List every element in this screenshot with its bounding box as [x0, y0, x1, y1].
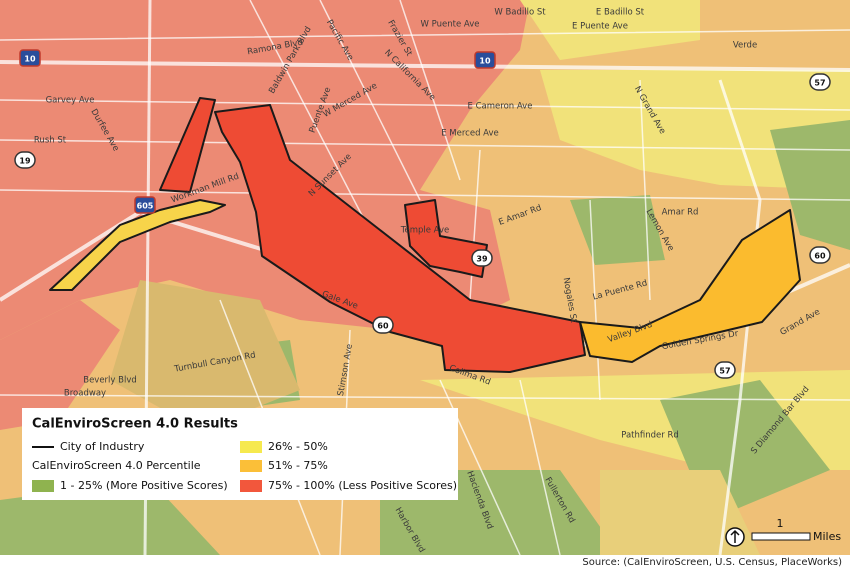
street-label: Temple Ave [400, 226, 450, 236]
highway-shield [19, 49, 41, 67]
highway-shield [474, 51, 496, 69]
highway-shields: 10 10 605 19 39 60 60 57 57 [14, 49, 831, 379]
zone-red [0, 300, 120, 430]
boundary-segment [404, 199, 488, 278]
street-label: Garvey Ave [46, 96, 95, 106]
highway-number: 605 [137, 202, 154, 211]
highway-number: 10 [479, 57, 491, 66]
highway-shield [809, 246, 831, 264]
footer [0, 555, 850, 570]
legend-label: 26% - 50% [268, 440, 328, 453]
street-label: Verde [733, 41, 757, 51]
highway-number: 57 [814, 79, 825, 88]
city-boundary [49, 97, 801, 373]
street-label: W Badillo St [494, 8, 546, 18]
zone-yellow [540, 70, 850, 190]
legend: CalEnviroScreen 4.0 Results City of Indu… [22, 408, 458, 500]
boundary-segment [49, 199, 226, 291]
legend-swatch [240, 460, 262, 472]
legend-label: 75% - 100% (Less Positive Scores) [268, 479, 457, 492]
street-label: Rush St [34, 136, 67, 146]
legend-swatch [240, 441, 262, 453]
boundary-segment [214, 104, 586, 373]
legend-title: CalEnviroScreen 4.0 Results [32, 417, 238, 432]
terrain [600, 470, 760, 555]
legend-swatch [240, 480, 262, 492]
highway-number: 19 [19, 157, 31, 166]
north-arrow [730, 529, 740, 543]
highway-shield [134, 196, 156, 214]
street-label: Broadway [64, 389, 106, 399]
street-label: E Merced Ave [441, 129, 499, 139]
boundary-segment [159, 97, 216, 193]
street [0, 29, 850, 401]
street-label: Pathfinder Rd [621, 431, 679, 441]
highway-number: 57 [719, 367, 730, 376]
scale-value: 1 [777, 517, 784, 530]
highway-shield [714, 361, 736, 379]
street-label: E Puente Ave [572, 22, 628, 32]
street-label: W Puente Ave [421, 20, 480, 30]
terrain [110, 280, 300, 430]
highway-shield [471, 249, 493, 267]
highway-number: 60 [377, 322, 389, 331]
legend-label: 51% - 75% [268, 459, 328, 472]
legend-items: 1 - 25% (More Positive Scores) 26% - 50% 5… [32, 440, 457, 492]
source: Source: (CalEnviroScreen, U.S. Census, P… [582, 557, 842, 568]
scale: 1 Miles [725, 517, 841, 547]
highway-shield [809, 73, 831, 91]
highway-shield [372, 316, 394, 334]
street-label: Amar Rd [662, 208, 699, 218]
boundary-segment [579, 209, 801, 363]
zone-green [770, 120, 850, 250]
legend-label: 1 - 25% (More Positive Scores) [60, 479, 228, 492]
highway-number: 39 [476, 255, 488, 264]
zone-yellow [520, 0, 700, 60]
highway-shield [14, 151, 36, 169]
highway-number: 60 [814, 252, 826, 261]
highway-number: 10 [24, 55, 36, 64]
scale-bar [751, 532, 811, 541]
legend-heading: CalEnviroScreen 4.0 Percentile [32, 459, 201, 472]
scale-unit: Miles [813, 530, 841, 543]
street-label: E Badillo St [596, 8, 645, 18]
zone-green [570, 195, 665, 265]
street-label: E Cameron Ave [468, 102, 533, 112]
freeway [0, 60, 850, 72]
legend-label: City of Industry [60, 440, 145, 453]
legend-swatch [32, 480, 54, 492]
street-label: Beverly Blvd [83, 376, 137, 386]
